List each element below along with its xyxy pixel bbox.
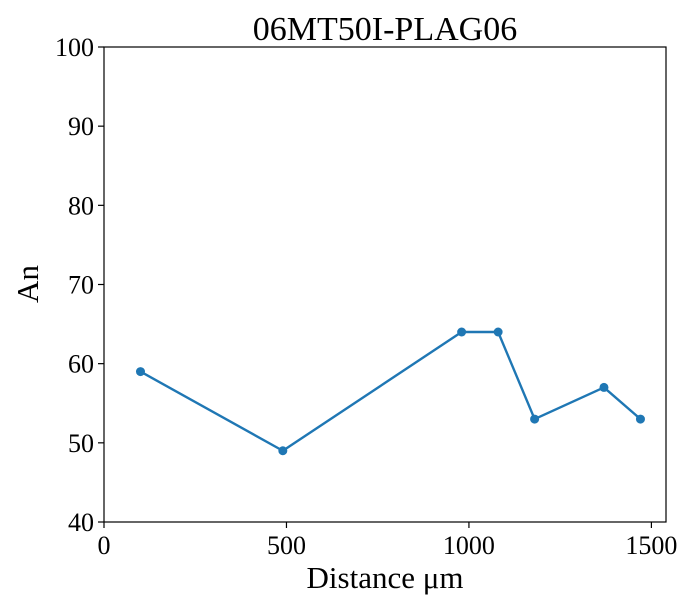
data-point [530, 414, 540, 424]
y-axis-label: An [10, 265, 45, 303]
y-axis-ticks: 40 50 60 70 80 90 100 [55, 33, 104, 537]
data-point [493, 327, 503, 337]
data-point [457, 327, 467, 337]
y-tick-label: 50 [68, 429, 94, 458]
y-tick-label: 80 [68, 191, 94, 220]
data-point [599, 382, 609, 392]
y-tick-label: 60 [68, 350, 94, 379]
series-layer [135, 327, 645, 456]
data-point [278, 446, 288, 456]
plot-area [103, 46, 667, 523]
data-point [635, 414, 645, 424]
y-tick-label: 40 [68, 508, 94, 537]
x-tick-label: 0 [98, 531, 111, 560]
chart-title: 06MT50I-PLAG06 [253, 11, 517, 48]
x-tick-label: 500 [267, 531, 306, 560]
x-tick-label: 1000 [443, 531, 495, 560]
x-axis-ticks: 0 500 1000 1500 [98, 522, 677, 560]
y-tick-label: 90 [68, 112, 94, 141]
x-axis-label: Distance μm [307, 560, 464, 595]
data-point [135, 367, 145, 377]
y-tick-label: 100 [55, 33, 94, 62]
x-tick-label: 1500 [625, 531, 677, 560]
y-tick-label: 70 [68, 271, 94, 300]
